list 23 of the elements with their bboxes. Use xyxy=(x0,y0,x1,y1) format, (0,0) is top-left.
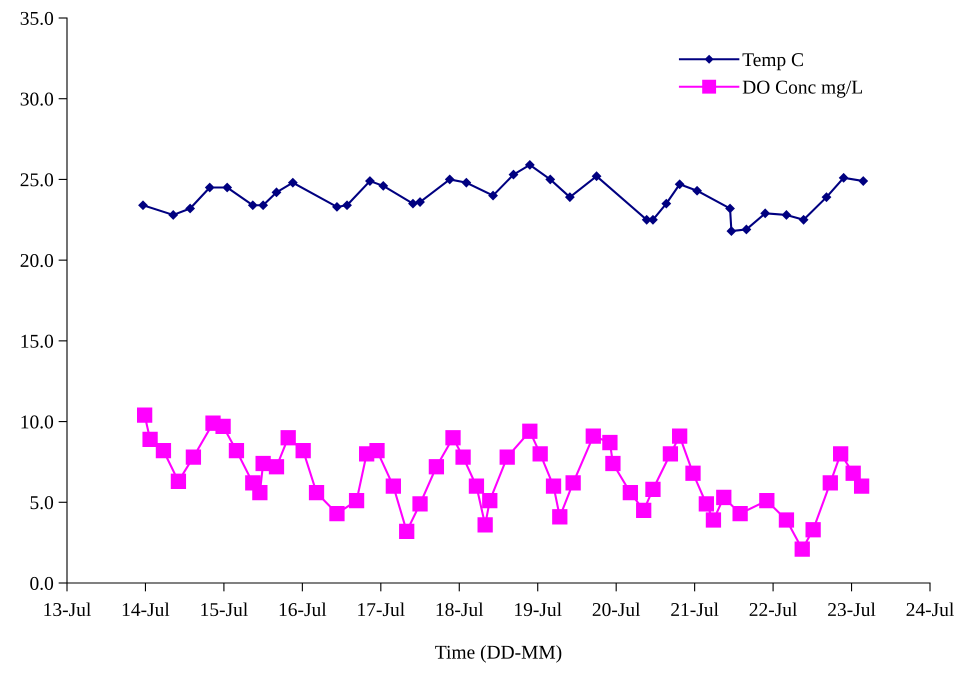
legend-label: Temp C xyxy=(742,53,803,70)
y-tick-label: 0.0 xyxy=(30,576,54,590)
y-tick-label: 35.0 xyxy=(20,12,54,26)
y-tick-label: 25.0 xyxy=(20,173,54,186)
x-tick-label: 16-Jul xyxy=(280,602,326,616)
x-tick-label: 23-Jul xyxy=(828,602,876,616)
x-tick-label: 13-Jul xyxy=(44,602,91,616)
y-tick-label: 30.0 xyxy=(20,92,54,106)
x-tick-label: 24-Jul xyxy=(906,602,954,616)
legend-label: DO Conc mg/L xyxy=(742,80,862,98)
x-tick-label: 15-Jul xyxy=(201,602,248,616)
x-tick-label: 18-Jul xyxy=(436,602,484,616)
y-tick-label: 20.0 xyxy=(20,254,54,268)
x-tick-label: 22-Jul xyxy=(750,602,798,616)
x-axis-title: Time (DD-MM) xyxy=(435,645,562,663)
x-tick-label: 20-Jul xyxy=(592,602,640,616)
x-tick-label: 17-Jul xyxy=(358,602,405,616)
y-tick-label: 5.0 xyxy=(30,496,54,510)
y-tick-label: 15.0 xyxy=(21,334,54,348)
x-tick-label: 21-Jul xyxy=(671,602,719,616)
x-tick-label: 14-Jul xyxy=(122,602,170,616)
x-tick-label: 19-Jul xyxy=(515,602,562,616)
y-tick-label: 10.0 xyxy=(21,415,54,429)
